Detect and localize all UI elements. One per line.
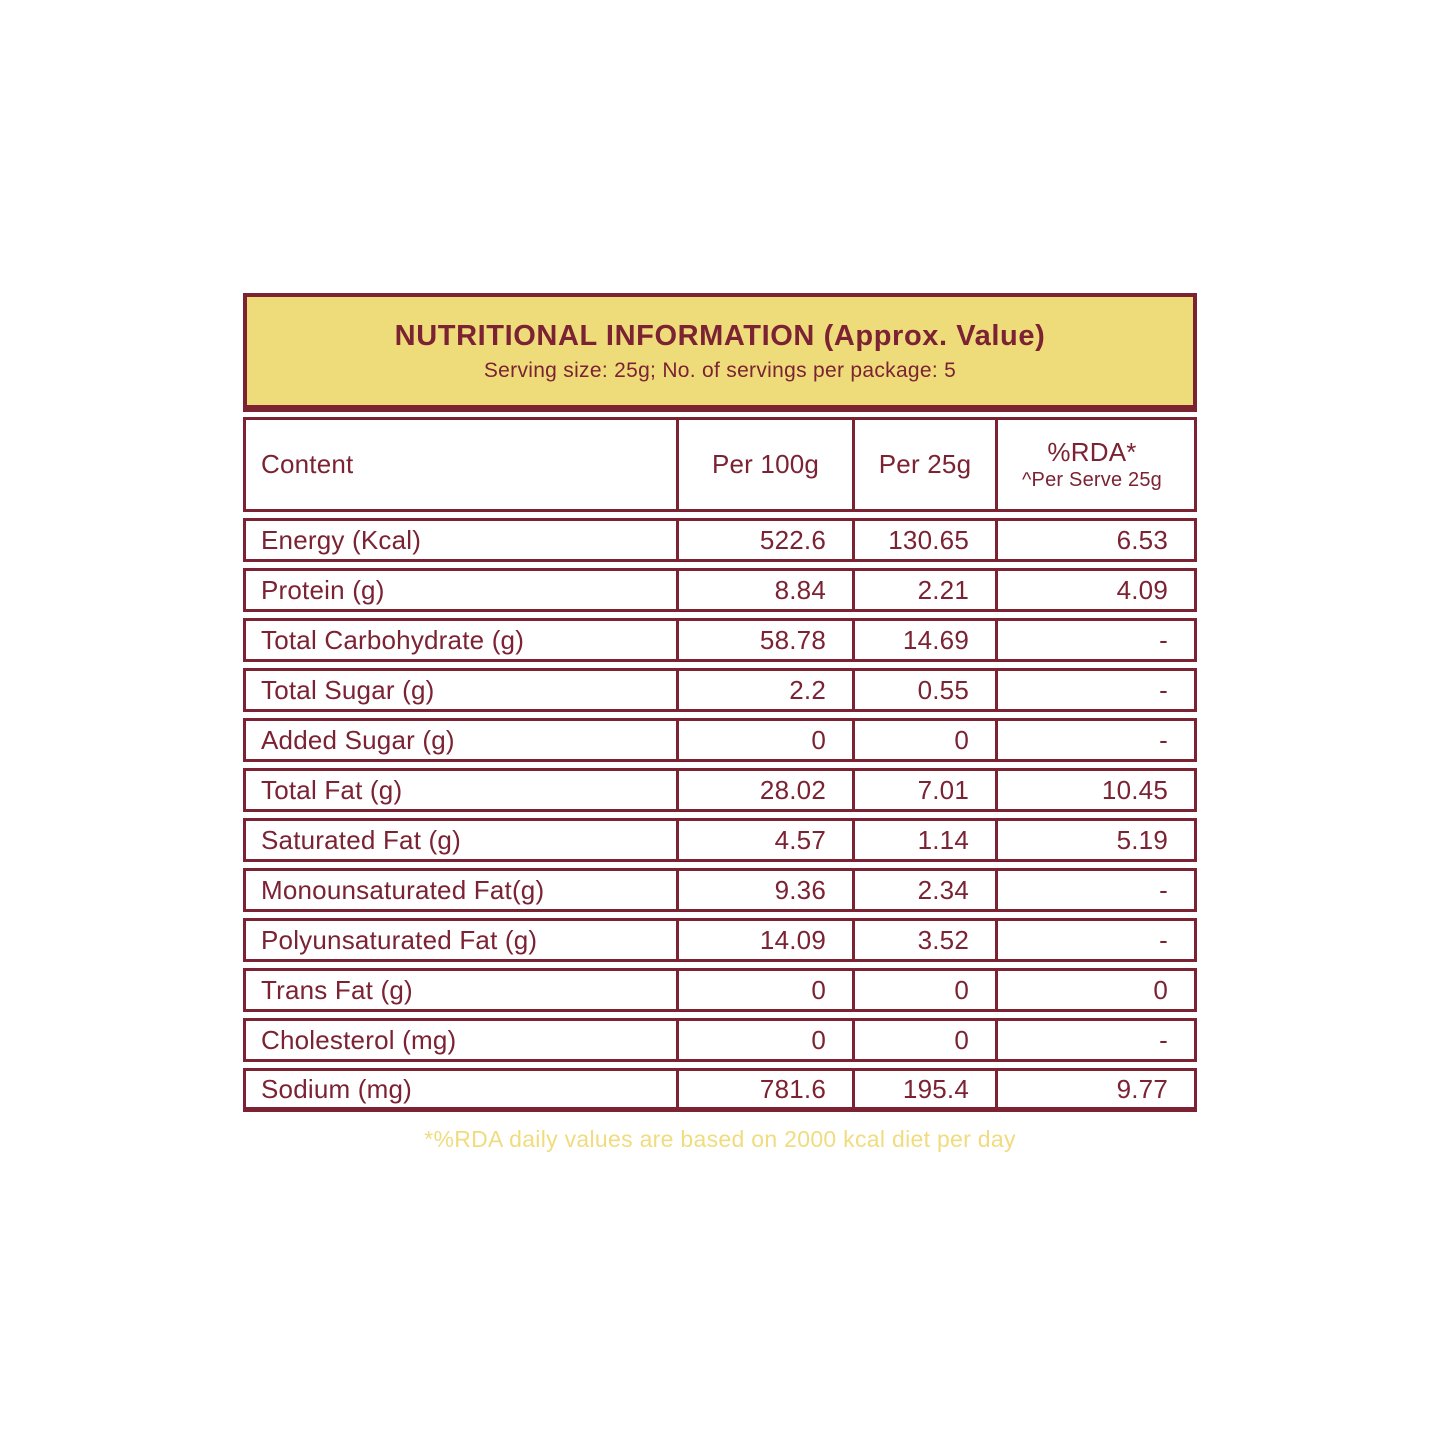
value-rda: 5.19	[995, 821, 1194, 859]
column-header-rda: %RDA* ^Per Serve 25g	[995, 420, 1194, 509]
value-per-100g: 9.36	[676, 871, 852, 909]
value-per-25g: 14.69	[852, 621, 995, 659]
value-per-100g: 0	[676, 971, 852, 1009]
value-per-25g: 2.21	[852, 571, 995, 609]
value-rda: -	[995, 921, 1194, 959]
label-title: NUTRITIONAL INFORMATION (Approx. Value)	[394, 320, 1046, 352]
value-per-100g: 58.78	[676, 621, 852, 659]
table-row-trans-fat: Trans Fat (g) 0 0 0	[243, 968, 1197, 1012]
nutrition-table: Content Per 100g Per 25g %RDA* ^Per Serv…	[243, 417, 1197, 1112]
table-row-added-sugar: Added Sugar (g) 0 0 -	[243, 718, 1197, 762]
row-label: Protein (g)	[261, 574, 385, 605]
column-header-per-25g: Per 25g	[852, 420, 995, 509]
row-label: Sodium (mg)	[261, 1073, 413, 1104]
label-subtitle: Serving size: 25g; No. of servings per p…	[483, 359, 957, 382]
column-header-per-100g: Per 100g	[676, 420, 852, 509]
value-per-25g: 130.65	[852, 521, 995, 559]
table-header-row: Content Per 100g Per 25g %RDA* ^Per Serv…	[243, 417, 1197, 512]
value-per-25g: 1.14	[852, 821, 995, 859]
value-rda: -	[995, 621, 1194, 659]
value-rda: 9.77	[995, 1071, 1194, 1107]
table-row-total-fat: Total Fat (g) 28.02 7.01 10.45	[243, 768, 1197, 812]
row-label: Total Carbohydrate (g)	[261, 624, 525, 655]
value-rda: 0	[995, 971, 1194, 1009]
table-row-monounsaturated-fat: Monounsaturated Fat(g) 9.36 2.34 -	[243, 868, 1197, 912]
row-label: Energy (Kcal)	[261, 524, 422, 555]
value-rda: -	[995, 671, 1194, 709]
value-per-25g: 0	[852, 1021, 995, 1059]
value-rda: 4.09	[995, 571, 1194, 609]
rda-header-line1: %RDA*	[1047, 437, 1137, 468]
row-label: Cholesterol (mg)	[261, 1024, 457, 1055]
table-row-saturated-fat: Saturated Fat (g) 4.57 1.14 5.19	[243, 818, 1197, 862]
title-band: NUTRITIONAL INFORMATION (Approx. Value) …	[243, 293, 1197, 412]
value-per-100g: 28.02	[676, 771, 852, 809]
value-per-100g: 781.6	[676, 1071, 852, 1107]
row-label: Added Sugar (g)	[261, 724, 455, 755]
table-row-polyunsaturated-fat: Polyunsaturated Fat (g) 14.09 3.52 -	[243, 918, 1197, 962]
value-per-100g: 0	[676, 721, 852, 759]
value-per-100g: 2.2	[676, 671, 852, 709]
value-per-100g: 4.57	[676, 821, 852, 859]
row-label: Total Fat (g)	[261, 774, 403, 805]
value-per-25g: 195.4	[852, 1071, 995, 1107]
value-per-25g: 0.55	[852, 671, 995, 709]
row-label: Total Sugar (g)	[261, 674, 435, 705]
row-label: Monounsaturated Fat(g)	[261, 874, 545, 905]
rda-header-line2: ^Per Serve 25g	[1021, 468, 1163, 491]
value-per-25g: 3.52	[852, 921, 995, 959]
table-row-protein: Protein (g) 8.84 2.21 4.09	[243, 568, 1197, 612]
value-rda: -	[995, 721, 1194, 759]
row-label: Saturated Fat (g)	[261, 824, 461, 855]
value-per-25g: 7.01	[852, 771, 995, 809]
value-per-100g: 8.84	[676, 571, 852, 609]
table-row-energy: Energy (Kcal) 522.6 130.65 6.53	[243, 518, 1197, 562]
table-row-total-sugar: Total Sugar (g) 2.2 0.55 -	[243, 668, 1197, 712]
table-row-sodium: Sodium (mg) 781.6 195.4 9.77	[243, 1068, 1197, 1112]
value-per-25g: 2.34	[852, 871, 995, 909]
rda-footnote: *%RDA daily values are based on 2000 kca…	[424, 1126, 1016, 1152]
value-per-25g: 0	[852, 971, 995, 1009]
table-row-total-carbohydrate: Total Carbohydrate (g) 58.78 14.69 -	[243, 618, 1197, 662]
row-label: Polyunsaturated Fat (g)	[261, 924, 538, 955]
table-row-cholesterol: Cholesterol (mg) 0 0 -	[243, 1018, 1197, 1062]
value-per-25g: 0	[852, 721, 995, 759]
value-rda: 10.45	[995, 771, 1194, 809]
value-rda: -	[995, 1021, 1194, 1059]
value-per-100g: 14.09	[676, 921, 852, 959]
column-header-content: Content	[261, 449, 354, 479]
row-label: Trans Fat (g)	[261, 974, 413, 1005]
value-per-100g: 522.6	[676, 521, 852, 559]
value-rda: 6.53	[995, 521, 1194, 559]
value-rda: -	[995, 871, 1194, 909]
value-per-100g: 0	[676, 1021, 852, 1059]
